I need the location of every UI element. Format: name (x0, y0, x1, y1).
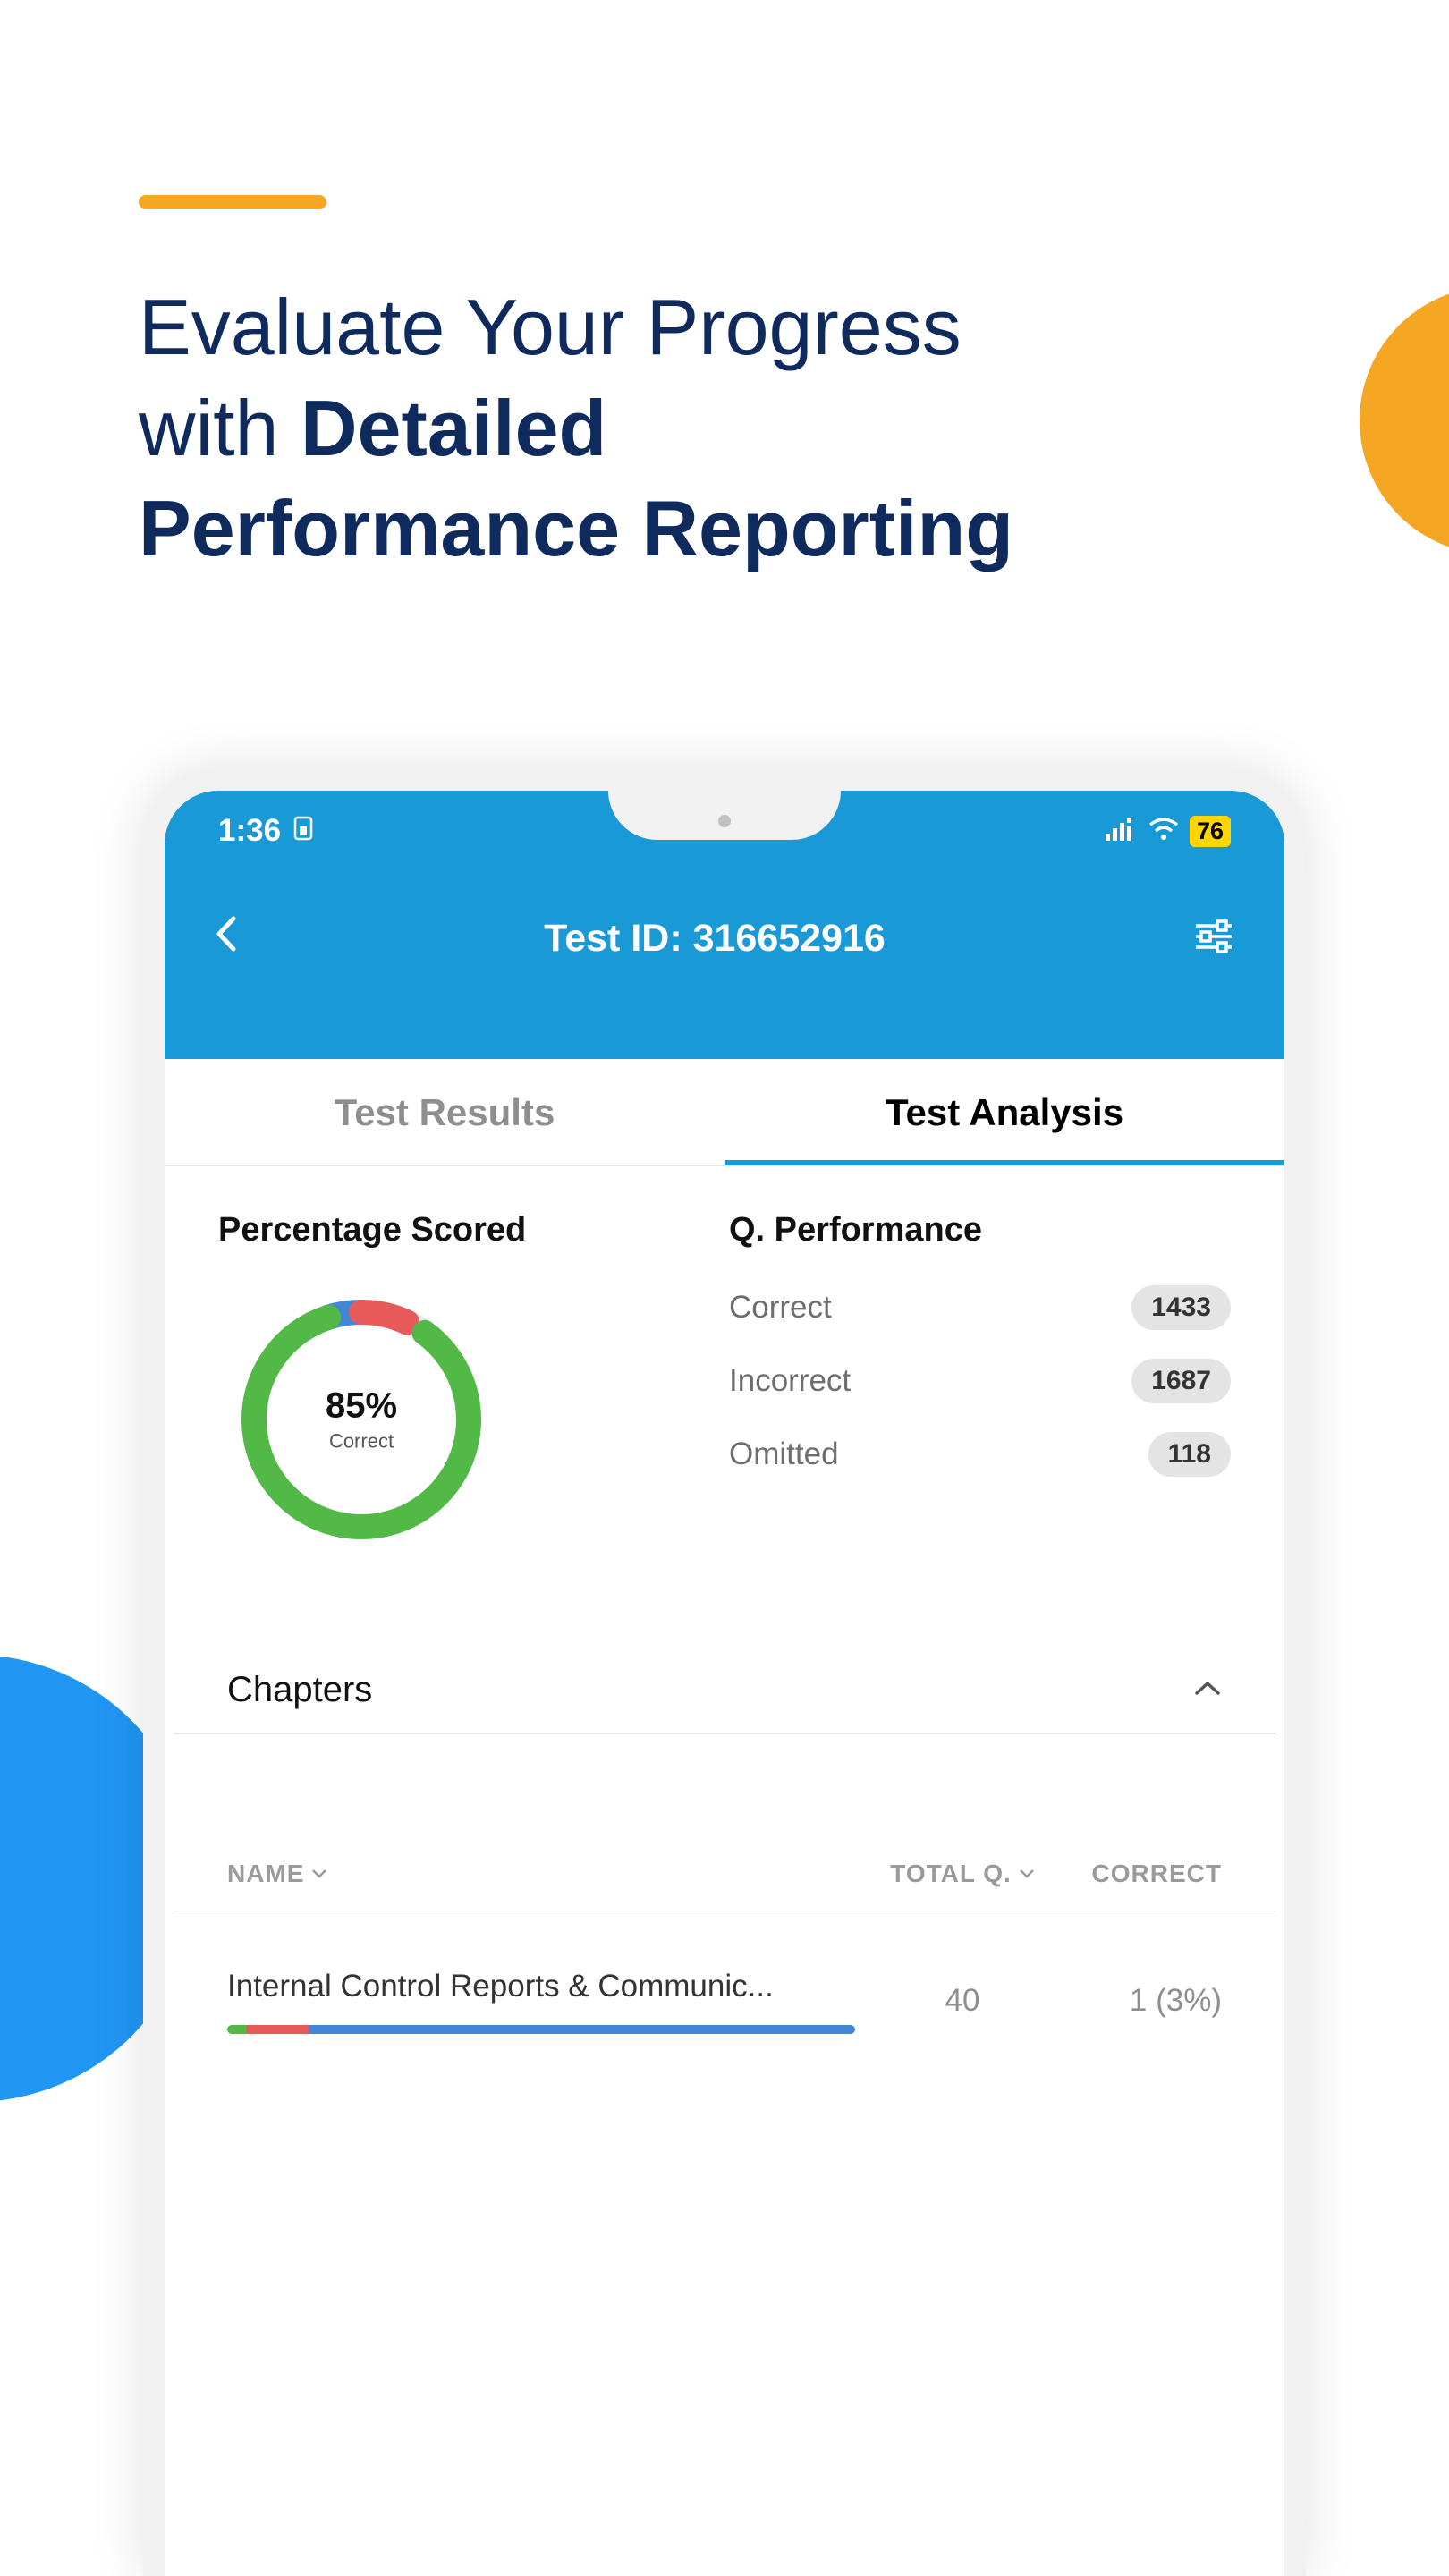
q-performance-panel: Q. Performance Correct 1433 Incorrect 1687 O… (720, 1211, 1231, 1554)
chapter-total: 40 (855, 1965, 1070, 2019)
column-name-label: NAME (227, 1860, 304, 1888)
column-total-label: TOTAL Q. (890, 1860, 1012, 1888)
column-total[interactable]: TOTAL Q. (855, 1860, 1070, 1888)
headline-bold-2: Performance Reporting (139, 484, 1013, 572)
back-button[interactable] (214, 914, 237, 963)
column-correct[interactable]: CORRECT (1070, 1860, 1222, 1888)
chapters-title: Chapters (227, 1670, 372, 1710)
tab-label: Test Results (335, 1091, 555, 1134)
performance-label: Omitted (729, 1436, 839, 1472)
percentage-scored-panel: Percentage Scored 85% Correct (218, 1211, 720, 1554)
status-time: 1:36 (218, 813, 281, 849)
wifi-icon (1148, 813, 1179, 849)
chevron-down-icon (311, 1868, 327, 1879)
performance-value: 118 (1148, 1432, 1231, 1477)
tab-test-results[interactable]: Test Results (165, 1059, 724, 1165)
percentage-scored-title: Percentage Scored (218, 1211, 720, 1250)
performance-label: Incorrect (729, 1363, 851, 1399)
phone-screen: 1:36 76 Test ID: 316652916 (165, 791, 1284, 2576)
chapter-correct: 1 (3%) (1070, 1965, 1222, 2019)
chapter-row[interactable]: Internal Control Reports & Communic...40… (174, 1911, 1275, 2070)
phone-notch (608, 791, 841, 840)
accent-bar (139, 195, 326, 209)
q-performance-title: Q. Performance (729, 1211, 1231, 1250)
performance-row: Incorrect 1687 (729, 1359, 1231, 1403)
headline-line-1: Evaluate Your Progress (139, 283, 962, 371)
donut-sublabel: Correct (326, 1430, 397, 1453)
donut-chart: 85% Correct (227, 1285, 496, 1554)
tab-label: Test Analysis (886, 1091, 1123, 1134)
performance-label: Correct (729, 1290, 832, 1326)
donut-pct: 85% (326, 1386, 397, 1427)
headline-bold-1: Detailed (301, 384, 606, 472)
decorative-orange-circle (1360, 286, 1449, 555)
settings-icon[interactable] (1192, 919, 1235, 959)
sim-icon (293, 813, 313, 849)
performance-value: 1433 (1131, 1285, 1231, 1330)
chevron-up-icon (1193, 1679, 1222, 1701)
chevron-down-icon (1019, 1868, 1035, 1879)
chapters-table-header: NAME TOTAL Q. CORRECT (174, 1734, 1275, 1911)
progress-segment (309, 2025, 855, 2034)
performance-value: 1687 (1131, 1359, 1231, 1403)
column-correct-label: CORRECT (1092, 1860, 1222, 1888)
performance-row: Correct 1433 (729, 1285, 1231, 1330)
metrics-row: Percentage Scored 85% Correct Q. Perform… (165, 1166, 1284, 1589)
signal-icon (1106, 813, 1138, 849)
donut-center: 85% Correct (326, 1386, 397, 1453)
tabs: Test Results Test Analysis (165, 1059, 1284, 1166)
page-headline: Evaluate Your Progress with Detailed Per… (139, 277, 1013, 580)
battery-badge: 76 (1190, 816, 1231, 847)
phone-frame: 1:36 76 Test ID: 316652916 (143, 769, 1306, 2576)
app-header: Test ID: 316652916 (165, 862, 1284, 1059)
status-left: 1:36 (218, 813, 313, 849)
status-right: 76 (1106, 813, 1231, 849)
headline-line-2a: with (139, 384, 301, 472)
performance-row: Omitted 118 (729, 1432, 1231, 1477)
tab-test-analysis[interactable]: Test Analysis (724, 1059, 1284, 1165)
page-title: Test ID: 316652916 (544, 917, 886, 961)
column-name[interactable]: NAME (227, 1860, 855, 1888)
chapters-section-header[interactable]: Chapters (174, 1634, 1275, 1734)
chapter-progress-bar (227, 2025, 855, 2034)
progress-segment (227, 2025, 246, 2034)
chapter-name-cell: Internal Control Reports & Communic... (227, 1965, 855, 2034)
chapter-name: Internal Control Reports & Communic... (227, 1965, 855, 2007)
progress-segment (246, 2025, 309, 2034)
